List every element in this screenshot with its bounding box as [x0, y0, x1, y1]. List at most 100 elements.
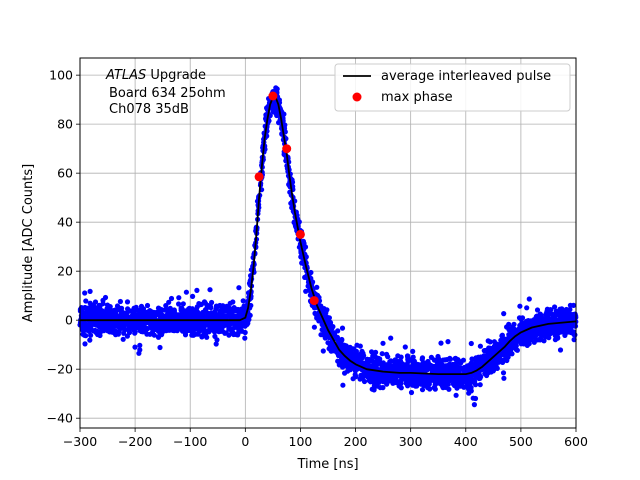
scatter-point [82, 314, 88, 320]
scatter-point [572, 311, 578, 317]
scatter-point [230, 314, 236, 320]
scatter-point [453, 364, 459, 370]
scatter-point [320, 348, 326, 354]
x-tick-label: −100 [173, 434, 207, 449]
annotation-line-3: Ch078 35dB [109, 102, 189, 117]
y-tick-label: −40 [47, 411, 73, 426]
scatter-point [364, 356, 370, 362]
scatter-point [298, 254, 304, 260]
scatter-point [570, 302, 577, 308]
scatter-point [104, 302, 111, 308]
scatter-point [501, 336, 507, 342]
scatter-point [133, 325, 139, 331]
scatter-point [157, 344, 163, 351]
scatter-point [362, 360, 368, 366]
scatter-point [86, 305, 92, 311]
scatter-point [536, 313, 542, 319]
max-phase-point [309, 296, 319, 306]
scatter-point [423, 362, 429, 368]
max-phase-point [295, 229, 305, 239]
average-pulse-series [80, 96, 577, 376]
scatter-point [358, 350, 364, 356]
scatter-point [562, 332, 568, 338]
scatter-point [452, 356, 458, 362]
scatter-point [200, 314, 206, 320]
scatter-point [402, 344, 408, 350]
scatter-point [216, 321, 222, 327]
scatter-point [447, 376, 453, 382]
scatter-point [338, 341, 344, 347]
scatter-point [388, 335, 394, 341]
scatter-point [473, 382, 479, 388]
scatter-point [92, 299, 99, 305]
scatter-point [471, 402, 477, 408]
scatter-point [214, 337, 220, 343]
scatter-point [151, 332, 157, 338]
scatter-point [470, 395, 476, 401]
scatter-point [168, 295, 175, 302]
scatter-point [211, 310, 217, 316]
scatter-point [171, 321, 177, 327]
scatter-point [179, 327, 185, 333]
scatter-point [82, 341, 88, 347]
scatter-point [559, 317, 565, 323]
scatter-point [93, 308, 99, 314]
scatter-point [485, 368, 491, 375]
scatter-point [183, 309, 189, 316]
scatter-point [312, 310, 318, 316]
scatter-point [433, 358, 439, 364]
scatter-point [82, 290, 88, 296]
scatter-point [117, 298, 123, 305]
scatter-point [473, 374, 479, 380]
scatter-point [155, 321, 161, 327]
x-tick-label: 200 [344, 434, 368, 449]
scatter-point [116, 313, 122, 319]
max-phase-point [268, 91, 278, 101]
scatter-point [498, 342, 504, 348]
scatter-point [558, 328, 565, 334]
scatter-point [143, 327, 149, 333]
scatter-point [565, 326, 571, 332]
scatter-point [176, 301, 182, 307]
scatter-point [146, 312, 152, 318]
scatter-point [485, 338, 491, 344]
scatter-point [173, 312, 179, 318]
y-tick-label: 20 [57, 264, 73, 279]
scatter-point [195, 313, 201, 319]
scatter-point [148, 322, 154, 328]
scatter-point [154, 311, 160, 317]
scatter-point [78, 306, 84, 312]
scatter-point [79, 324, 85, 330]
scatter-point [341, 358, 347, 365]
scatter-point [231, 305, 237, 311]
scatter-point [517, 337, 523, 344]
scatter-point [376, 375, 382, 381]
scatter-point [113, 322, 119, 329]
scatter-point [97, 321, 103, 328]
scatter-point [240, 298, 246, 304]
scatter-point [118, 320, 124, 326]
scatter-point [549, 311, 555, 317]
scatter-point [303, 288, 309, 294]
scatter-point [121, 330, 127, 336]
scatter-point [342, 370, 348, 376]
scatter-point [538, 317, 545, 323]
scatter-point [271, 105, 277, 111]
scatter-point [239, 323, 245, 329]
scatter-point [446, 386, 452, 392]
scatter-point [552, 323, 558, 329]
scatter-point [212, 324, 218, 330]
scatter-point [244, 321, 250, 327]
scatter-point [552, 304, 558, 310]
scatter-point [486, 345, 492, 351]
scatter-point [342, 346, 348, 352]
scatter-point [428, 364, 434, 370]
scatter-point [387, 359, 393, 365]
scatter-point [410, 354, 416, 360]
scatter-point [360, 375, 366, 381]
scatter-point [382, 363, 388, 369]
scatter-point [166, 327, 172, 333]
scatter-point [544, 309, 550, 315]
legend-label-average-pulse: average interleaved pulse [381, 69, 551, 84]
